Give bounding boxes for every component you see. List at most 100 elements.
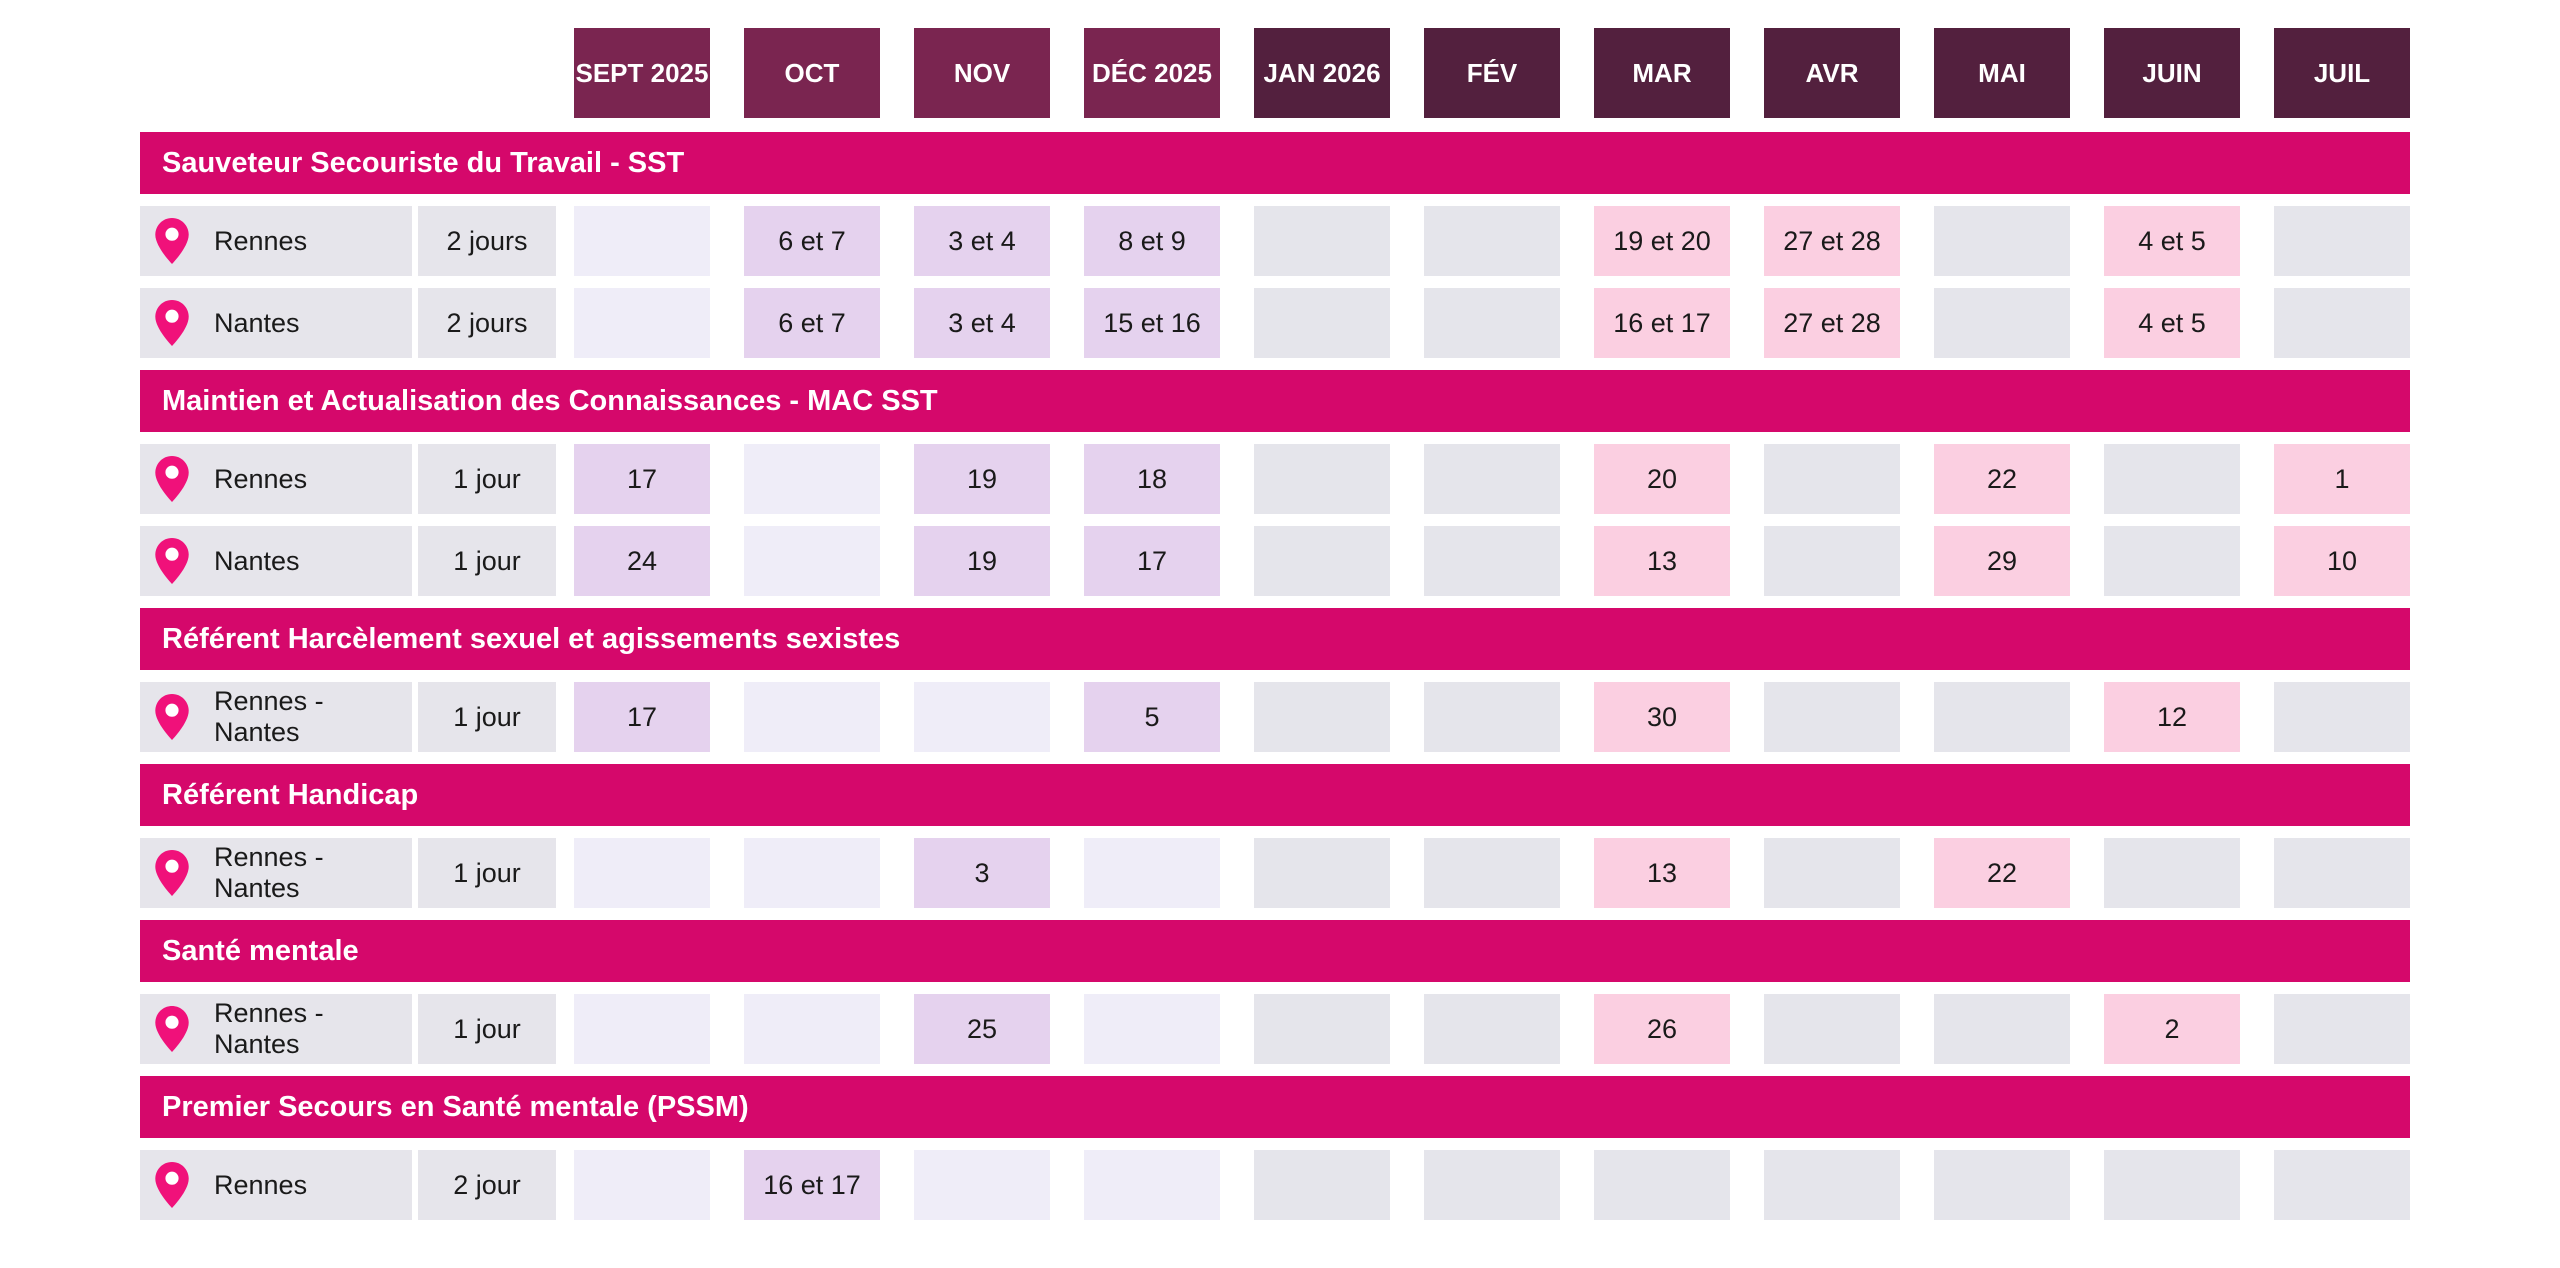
date-cell-mar: 20 [1594, 444, 1730, 514]
date-cell-juin [2104, 526, 2240, 596]
section-header-sante-mentale: Santé mentale [140, 920, 2410, 982]
date-cell-juin: 4 et 5 [2104, 288, 2240, 358]
date-cell-avr [1764, 994, 1900, 1064]
date-cell-jan-2026 [1254, 444, 1390, 514]
date-cell-nov [914, 682, 1050, 752]
section-header-premier-secours-en-sante-mentale-pssm: Premier Secours en Santé mentale (PSSM) [140, 1076, 2410, 1138]
schedule-row-rennes-nantes: Rennes - Nantes 1 jour 3 13 22 [140, 838, 2560, 908]
location-pin-icon [155, 538, 189, 584]
location-label: Rennes - Nantes [214, 686, 324, 747]
duration-cell: 1 jour [418, 682, 556, 752]
month-header-dec-2025: DÉC 2025 [1084, 28, 1220, 118]
section-header-referent-handicap: Référent Handicap [140, 764, 2410, 826]
location-cell: Rennes [140, 1150, 412, 1220]
section-title: Référent Harcèlement sexuel et agissemen… [162, 622, 901, 655]
date-cell-mai: 22 [1934, 444, 2070, 514]
date-cell-juin [2104, 1150, 2240, 1220]
date-cell-jan-2026 [1254, 206, 1390, 276]
month-header-mar: MAR [1594, 28, 1730, 118]
location-label: Rennes - Nantes [214, 842, 324, 903]
date-cell-dec-2025: 8 et 9 [1084, 206, 1220, 276]
date-cell-oct: 6 et 7 [744, 288, 880, 358]
duration-cell: 1 jour [418, 838, 556, 908]
month-header-mai: MAI [1934, 28, 2070, 118]
location-pin-icon [155, 218, 189, 264]
section-header-referent-harcelement-sexuel-et-agissements-sexistes: Référent Harcèlement sexuel et agissemen… [140, 608, 2410, 670]
date-cell-juil [2274, 1150, 2410, 1220]
date-cell-nov: 3 et 4 [914, 288, 1050, 358]
date-cell-sept-2025 [574, 288, 710, 358]
schedule-row-rennes-nantes: Rennes - Nantes 1 jour 25 26 2 [140, 994, 2560, 1064]
date-cell-nov [914, 1150, 1050, 1220]
schedule-row-rennes: Rennes 2 jour 16 et 17 [140, 1150, 2560, 1220]
date-cell-sept-2025 [574, 994, 710, 1064]
date-cell-sept-2025: 24 [574, 526, 710, 596]
location-cell: Rennes - Nantes [140, 838, 412, 908]
date-cell-nov: 19 [914, 526, 1050, 596]
months-header-row: SEPT 2025 OCT NOV DÉC 2025 JAN 2026 FÉV MAR AVR… [140, 28, 2560, 118]
date-cell-fev [1424, 206, 1560, 276]
month-header-jan-2026: JAN 2026 [1254, 28, 1390, 118]
date-cell-oct [744, 444, 880, 514]
date-cell-mar [1594, 1150, 1730, 1220]
month-header-juil: JUIL [2274, 28, 2410, 118]
date-cell-juin [2104, 444, 2240, 514]
date-cell-mai: 22 [1934, 838, 2070, 908]
date-cell-juin [2104, 838, 2240, 908]
date-cell-mar: 30 [1594, 682, 1730, 752]
month-header-juin: JUIN [2104, 28, 2240, 118]
date-cell-oct: 16 et 17 [744, 1150, 880, 1220]
month-header-oct: OCT [744, 28, 880, 118]
date-cell-mai [1934, 994, 2070, 1064]
location-cell: Rennes [140, 206, 412, 276]
date-cell-jan-2026 [1254, 682, 1390, 752]
duration-cell: 1 jour [418, 444, 556, 514]
location-label: Nantes [214, 307, 300, 338]
date-cell-avr [1764, 838, 1900, 908]
date-cell-jan-2026 [1254, 838, 1390, 908]
date-cell-fev [1424, 288, 1560, 358]
date-cell-dec-2025 [1084, 838, 1220, 908]
month-header-nov: NOV [914, 28, 1050, 118]
date-cell-sept-2025 [574, 838, 710, 908]
location-label: Rennes [214, 1169, 308, 1200]
date-cell-nov: 19 [914, 444, 1050, 514]
date-cell-mai [1934, 1150, 2070, 1220]
location-cell: Nantes [140, 288, 412, 358]
location-label: Rennes - Nantes [214, 998, 324, 1059]
date-cell-jan-2026 [1254, 288, 1390, 358]
schedule-row-nantes: Nantes 1 jour 24 19 17 13 29 10 [140, 526, 2560, 596]
date-cell-oct: 6 et 7 [744, 206, 880, 276]
date-cell-oct [744, 682, 880, 752]
date-cell-juil [2274, 682, 2410, 752]
date-cell-nov: 3 [914, 838, 1050, 908]
date-cell-nov: 3 et 4 [914, 206, 1050, 276]
section-header-maintien-et-actualisation-des-connaissances-mac-sst: Maintien et Actualisation des Connaissan… [140, 370, 2410, 432]
schedule-row-nantes: Nantes 2 jours 6 et 7 3 et 4 15 et 16 16 et 1… [140, 288, 2560, 358]
date-cell-mar: 13 [1594, 526, 1730, 596]
date-cell-juil [2274, 288, 2410, 358]
location-cell: Rennes [140, 444, 412, 514]
date-cell-nov: 25 [914, 994, 1050, 1064]
date-cell-fev [1424, 1150, 1560, 1220]
location-pin-icon [155, 1162, 189, 1208]
month-header-avr: AVR [1764, 28, 1900, 118]
date-cell-juin: 2 [2104, 994, 2240, 1064]
month-header-sept-2025: SEPT 2025 [574, 28, 710, 118]
duration-cell: 1 jour [418, 526, 556, 596]
date-cell-avr [1764, 444, 1900, 514]
date-cell-juil [2274, 206, 2410, 276]
section-header-sauveteur-secouriste-du-travail-sst: Sauveteur Secouriste du Travail - SST [140, 132, 2410, 194]
section-title: Référent Handicap [162, 778, 419, 811]
date-cell-oct [744, 526, 880, 596]
date-cell-sept-2025 [574, 206, 710, 276]
location-pin-icon [155, 456, 189, 502]
date-cell-dec-2025 [1084, 1150, 1220, 1220]
sections-container: Sauveteur Secouriste du Travail - SST Ren… [140, 132, 2560, 1220]
location-pin-icon [155, 300, 189, 346]
date-cell-dec-2025: 15 et 16 [1084, 288, 1220, 358]
location-cell: Rennes - Nantes [140, 994, 412, 1064]
date-cell-dec-2025: 18 [1084, 444, 1220, 514]
section-title: Premier Secours en Santé mentale (PSSM) [162, 1090, 749, 1123]
date-cell-dec-2025 [1084, 994, 1220, 1064]
